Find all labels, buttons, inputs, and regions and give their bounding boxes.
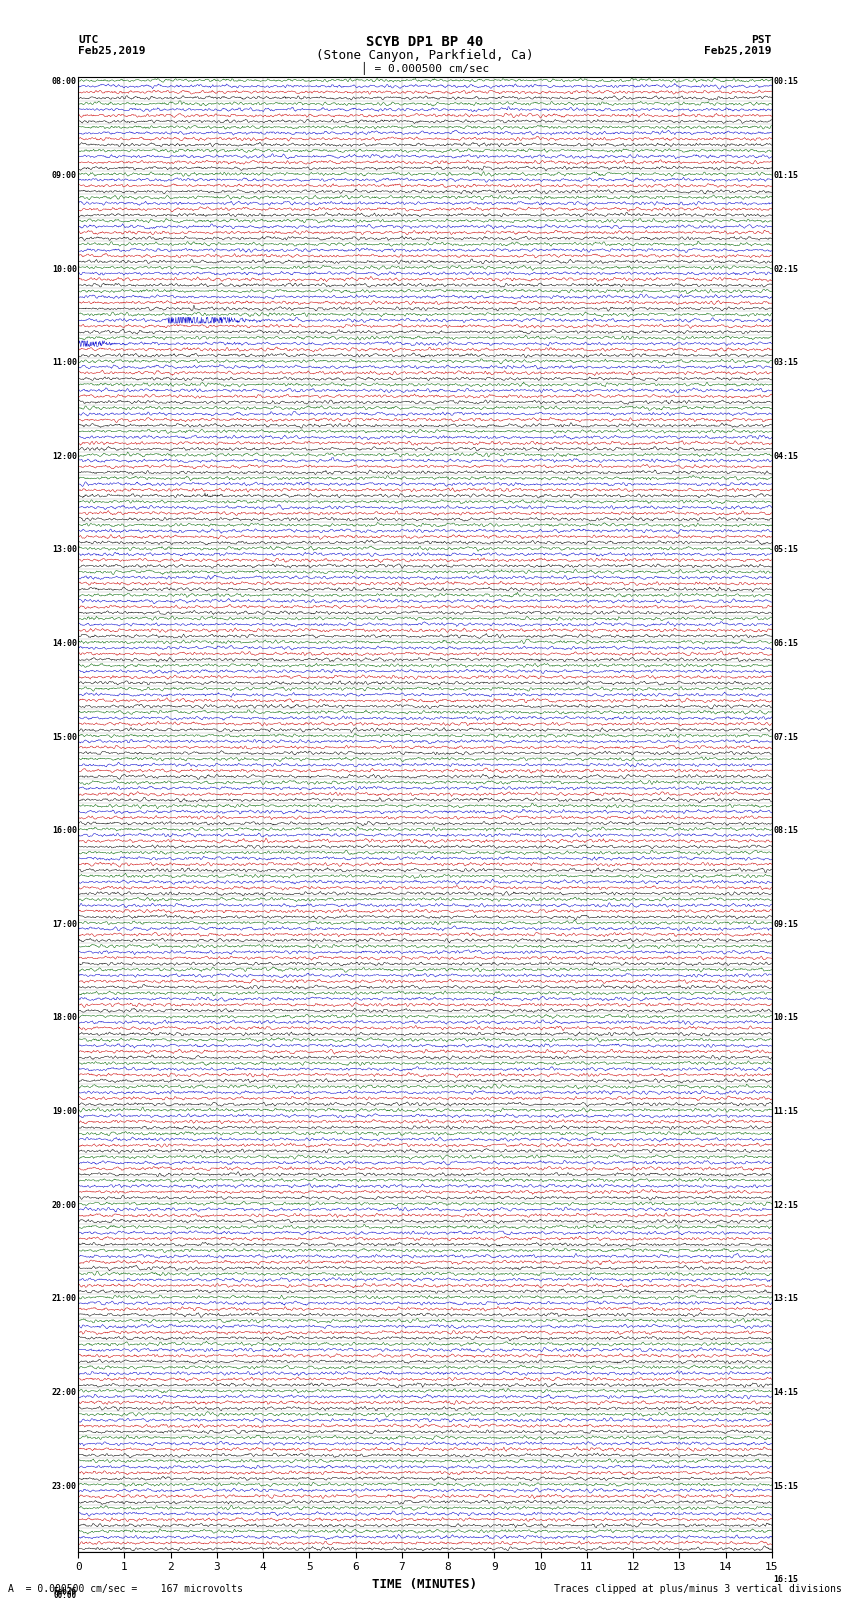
Text: 06:15: 06:15 bbox=[774, 639, 798, 648]
Text: 03:15: 03:15 bbox=[774, 358, 798, 368]
Text: 12:00: 12:00 bbox=[52, 452, 76, 461]
Text: 23:00: 23:00 bbox=[52, 1481, 76, 1490]
Text: 13:00: 13:00 bbox=[52, 545, 76, 555]
Text: (Stone Canyon, Parkfield, Ca): (Stone Canyon, Parkfield, Ca) bbox=[316, 50, 534, 63]
Text: Feb25,2019: Feb25,2019 bbox=[705, 45, 772, 56]
Text: 12:15: 12:15 bbox=[774, 1200, 798, 1210]
Text: 08:15: 08:15 bbox=[774, 826, 798, 836]
Text: 18:00: 18:00 bbox=[52, 1013, 76, 1023]
Text: 20:00: 20:00 bbox=[52, 1200, 76, 1210]
Text: 08:00: 08:00 bbox=[52, 77, 76, 87]
Text: 17:00: 17:00 bbox=[52, 919, 76, 929]
Text: 11:00: 11:00 bbox=[52, 358, 76, 368]
Text: 21:00: 21:00 bbox=[52, 1294, 76, 1303]
Text: 07:15: 07:15 bbox=[774, 732, 798, 742]
X-axis label: TIME (MINUTES): TIME (MINUTES) bbox=[372, 1578, 478, 1590]
Text: 14:00: 14:00 bbox=[52, 639, 76, 648]
Text: 09:15: 09:15 bbox=[774, 919, 798, 929]
Text: │ = 0.000500 cm/sec: │ = 0.000500 cm/sec bbox=[361, 63, 489, 76]
Text: Feb26: Feb26 bbox=[54, 1587, 76, 1595]
Text: 10:15: 10:15 bbox=[774, 1013, 798, 1023]
Text: 14:15: 14:15 bbox=[774, 1387, 798, 1397]
Text: 02:15: 02:15 bbox=[774, 265, 798, 274]
Text: Traces clipped at plus/minus 3 vertical divisions: Traces clipped at plus/minus 3 vertical … bbox=[553, 1584, 842, 1594]
Text: Feb25,2019: Feb25,2019 bbox=[78, 45, 145, 56]
Text: 15:15: 15:15 bbox=[774, 1481, 798, 1490]
Text: 13:15: 13:15 bbox=[774, 1294, 798, 1303]
Text: 22:00: 22:00 bbox=[52, 1387, 76, 1397]
Text: UTC: UTC bbox=[78, 35, 99, 45]
Text: 11:15: 11:15 bbox=[774, 1107, 798, 1116]
Text: SCYB DP1 BP 40: SCYB DP1 BP 40 bbox=[366, 35, 484, 48]
Text: A  = 0.000500 cm/sec =    167 microvolts: A = 0.000500 cm/sec = 167 microvolts bbox=[8, 1584, 243, 1594]
Text: 19:00: 19:00 bbox=[52, 1107, 76, 1116]
Text: 05:15: 05:15 bbox=[774, 545, 798, 555]
Text: 00:00: 00:00 bbox=[54, 1592, 76, 1600]
Text: PST: PST bbox=[751, 35, 772, 45]
Text: 09:00: 09:00 bbox=[52, 171, 76, 181]
Text: 00:15: 00:15 bbox=[774, 77, 798, 87]
Text: 10:00: 10:00 bbox=[52, 265, 76, 274]
Text: 16:00: 16:00 bbox=[52, 826, 76, 836]
Text: 16:15: 16:15 bbox=[774, 1576, 798, 1584]
Text: 01:15: 01:15 bbox=[774, 171, 798, 181]
Text: 04:15: 04:15 bbox=[774, 452, 798, 461]
Text: 15:00: 15:00 bbox=[52, 732, 76, 742]
